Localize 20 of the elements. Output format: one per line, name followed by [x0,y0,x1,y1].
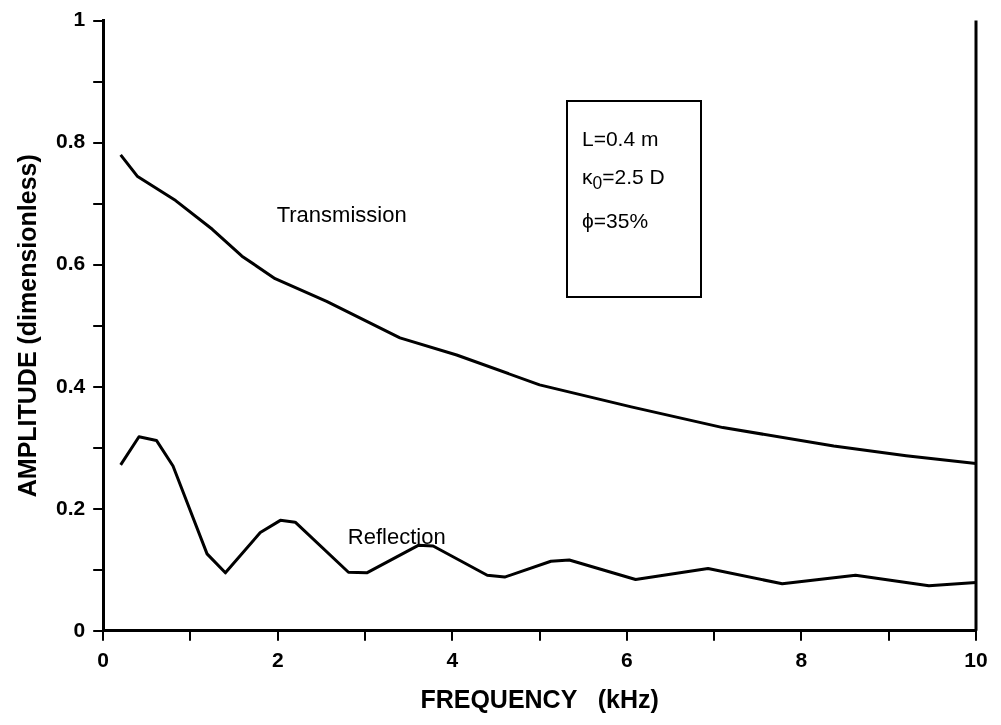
y-tick-label: 0.2 [55,495,86,519]
note-box: L=0.4 m κ$_{0}$=2.5 D ϕ=35% [566,100,702,298]
x-tick-label: 6 [621,648,633,672]
y-tick-label: 0 [73,617,86,641]
y-tick-label: 0.4 [55,373,86,397]
x-tick-label: 4 [446,648,459,672]
annotation: ϕ=35% [582,208,650,235]
y-tick-label: 0.6 [55,251,86,275]
x-tick-label: 0 [97,648,110,672]
annotation: L=0.4 m [582,126,660,152]
series-label: Reflection [347,523,446,549]
x-tick-label: 8 [795,648,808,672]
y-axis-title: AMPLITUDE (dimensionless) [12,154,41,498]
x-tick-label: 2 [271,648,284,672]
y-tick-label: 1 [73,7,86,31]
annotation: κ$_{0}$=2.5 D [582,164,666,196]
y-tick-label: 0.8 [55,129,86,153]
series-label: Transmission [276,202,407,228]
x-axis-title: FREQUENCY (kHz) [420,684,659,713]
x-tick-label: 10 [964,648,988,672]
